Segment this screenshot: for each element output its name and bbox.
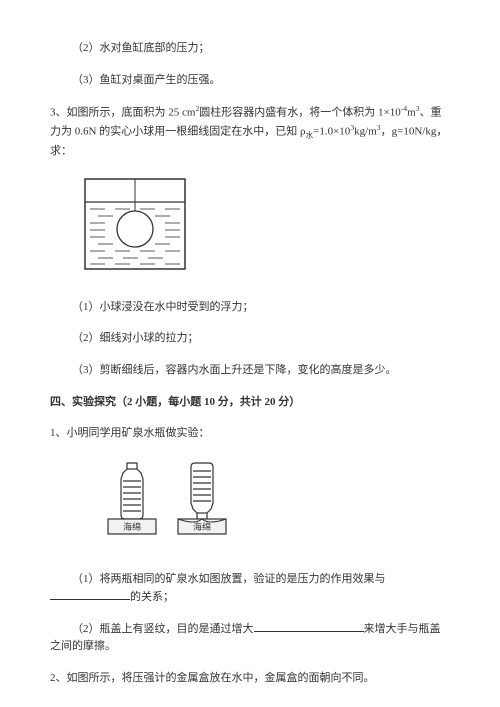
q4-1-p2a: （2）瓶盖上有竖纹，目的是通过增大 [72,623,254,635]
q3-stem-a: 3、如图所示，底面积为 25 cm [50,107,195,119]
svg-text:海绵: 海绵 [123,521,141,532]
q3-diagram [80,174,450,281]
q3-stem-c: m [407,107,416,119]
q4-1-p1b: 的关系； [130,591,174,603]
svg-text:海绵: 海绵 [193,521,211,532]
q4-1-diagram: 海绵 海绵 [100,457,450,554]
blank-2 [254,621,364,632]
q4-1-p1a: （1）将两瓶相同的矿泉水如图放置，验证的是压力的作用效果与 [72,573,386,585]
q4-2-stem: 2、如图所示，将压强计的金属盒放在水中，金属盒的面朝向不同。 [50,670,450,688]
q4-1-stem: 1、小明同学用矿泉水瓶做实验： [50,425,450,443]
prev-q-part2: （2）水对鱼缸底部的压力； [50,40,450,58]
q4-1-part1: （1）将两瓶相同的矿泉水如图放置，验证的是压力的作用效果与的关系； [50,571,450,606]
q3-stem-f: kg/m [354,126,377,138]
blank-1 [50,589,130,600]
prev-q-part3: （3）鱼缸对桌面产生的压强。 [50,72,450,90]
q3-stem: 3、如图所示，底面积为 25 cm2圆柱形容器内盛有水，将一个体积为 1×10-… [50,103,450,160]
q4-1-part2: （2）瓶盖上有竖纹，目的是通过增大来增大手与瓶盖之间的摩擦。 [50,621,450,656]
q3-stem-b: 圆柱形容器内盛有水，将一个体积为 1×10 [199,107,400,119]
section4-title: 四、实验探究（2 小题，每小题 10 分，共计 20 分） [50,394,450,412]
q3-part2: （2）细线对小球的拉力； [50,330,450,348]
q3-part1: （1）小球浸没在水中时受到的浮力； [50,299,450,317]
q3-part3: （3）剪断细线后，容器内水面上升还是下降，变化的高度是多少。 [50,362,450,380]
q3-stem-e: =1.0×10 [313,126,350,138]
